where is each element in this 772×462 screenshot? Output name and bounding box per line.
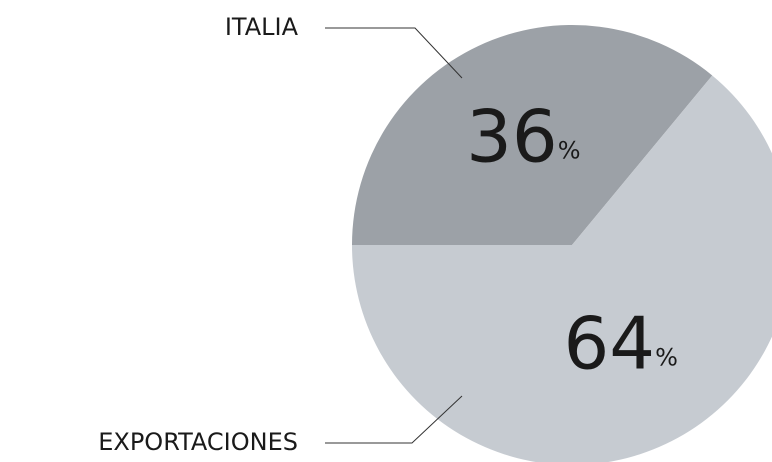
value-label: 64% [563,301,677,385]
pie-slice [352,25,713,246]
value-label: 36% [466,94,580,178]
leader-line [325,27,463,79]
leader-line [325,395,463,444]
category-label: EXPORTACIONES [98,428,298,456]
pie-slice [352,75,772,462]
pie [352,25,772,462]
category-label: ITALIA [225,13,299,41]
